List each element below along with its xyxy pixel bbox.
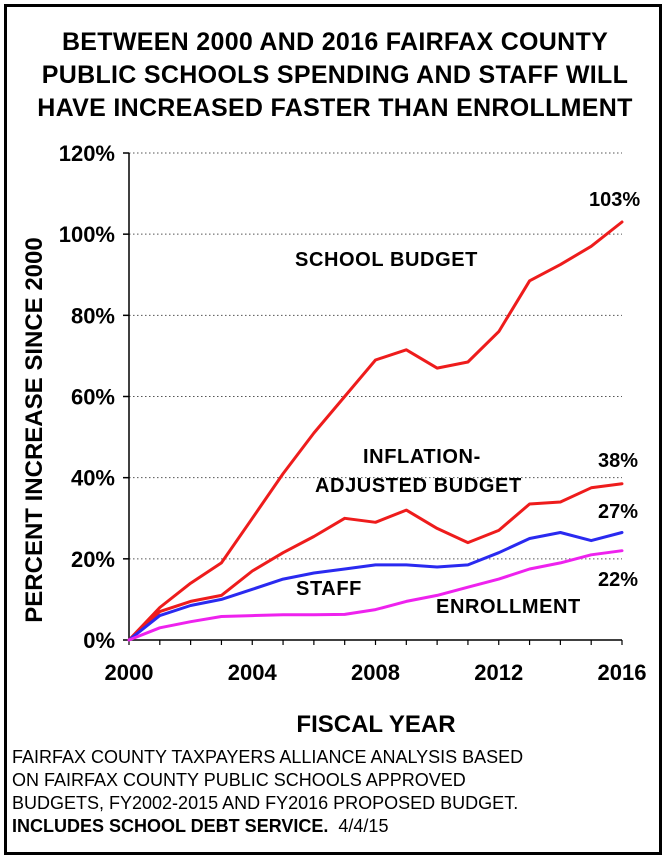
series-label-enrollment: ENROLLMENT: [436, 596, 581, 618]
series-labels: SCHOOL BUDGET INFLATION- ADJUSTED BUDGET…: [295, 189, 640, 618]
y-tick-label-20: 20%: [71, 547, 115, 572]
source-line-2: ON FAIRFAX COUNTY PUBLIC SCHOOLS APPROVE…: [12, 770, 466, 790]
grid-lines: [129, 152, 622, 560]
series-line-enrollment: [127, 549, 624, 642]
y-tick-label-40: 40%: [71, 466, 115, 491]
title-line-1: BETWEEN 2000 AND 2016 FAIRFAX COUNTY: [61, 28, 609, 56]
source-line-4: INCLUDES SCHOOL DEBT SERVICE. 4/4/15: [12, 815, 658, 838]
chart-title: BETWEEN 2000 AND 2016 FAIRFAX COUNTY PUB…: [0, 26, 670, 125]
x-axis-title: FISCAL YEAR: [296, 711, 455, 738]
title-line-2: PUBLIC SCHOOLS SPENDING AND STAFF WILL: [41, 61, 629, 89]
title-line-3: HAVE INCREASED FASTER THAN ENROLLMENT: [37, 94, 633, 122]
chart-frame: [4, 4, 662, 855]
end-label-staff: 27%: [598, 501, 638, 523]
y-tick-label-80: 80%: [71, 303, 115, 328]
end-label-school-budget: 103%: [589, 189, 640, 211]
y-tick-label-60: 60%: [71, 385, 115, 410]
series-line-staff: [127, 531, 624, 642]
y-tick-labels: 0% 20% 40% 60% 80% 100% 120%: [59, 141, 115, 653]
y-tick-label-0: 0%: [83, 628, 115, 653]
x-tick-label-2000: 2000: [105, 660, 154, 685]
y-axis-title: PERCENT INCREASE SINCE 2000: [21, 237, 48, 622]
x-tick-label-2008: 2008: [351, 660, 400, 685]
x-tick-label-2004: 2004: [228, 660, 278, 685]
series-line-school-budget: [127, 220, 624, 642]
debt-service-note: INCLUDES SCHOOL DEBT SERVICE.: [12, 816, 329, 836]
end-label-inflation: 38%: [598, 450, 638, 472]
source-line-1: FAIRFAX COUNTY TAXPAYERS ALLIANCE ANALYS…: [12, 747, 524, 767]
axes: [123, 152, 623, 645]
y-tick-label-120: 120%: [59, 141, 115, 166]
y-tick-label-100: 100%: [59, 222, 115, 247]
source-line-3: BUDGETS, FY2002-2015 AND FY2016 PROPOSED…: [12, 793, 519, 813]
end-label-enrollment: 22%: [598, 569, 638, 591]
series-label-staff: STAFF: [296, 578, 362, 600]
series-line-inflation-adjusted-budget: [127, 482, 624, 642]
x-tick-labels: 2000 2004 2008 2012 2016: [105, 660, 647, 685]
x-tick-label-2016: 2016: [598, 660, 647, 685]
series-label-school-budget: SCHOOL BUDGET: [295, 249, 478, 271]
analysis-date: 4/4/15: [338, 816, 389, 836]
series-label-inflation-line-1: INFLATION-: [363, 446, 481, 468]
source-note: FAIRFAX COUNTY TAXPAYERS ALLIANCE ANALYS…: [12, 746, 658, 838]
x-tick-label-2012: 2012: [474, 660, 523, 685]
series-label-inflation-line-2: ADJUSTED BUDGET: [315, 475, 522, 497]
series-lines: [127, 220, 624, 642]
